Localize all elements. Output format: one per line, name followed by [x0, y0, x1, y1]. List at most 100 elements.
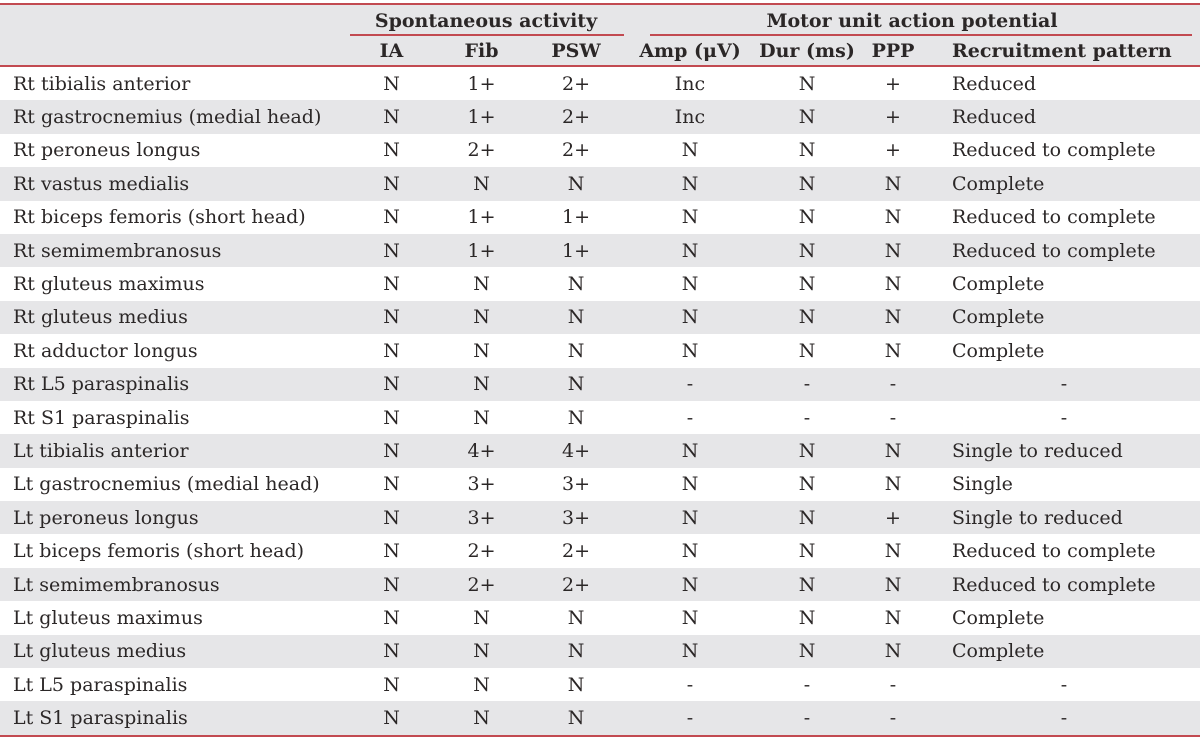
amp-value-cell: N — [624, 167, 756, 201]
fib-value-cell: N — [435, 167, 528, 201]
table-header: Spontaneous activity Motor unit action p… — [0, 5, 1200, 67]
dur-value-cell: N — [798, 273, 816, 296]
ppp-value-cell: - — [858, 701, 928, 735]
amp-value-cell: - — [686, 673, 694, 696]
fib-value-cell: N — [435, 634, 528, 669]
amp-value-cell: N — [681, 606, 699, 629]
table-row: Rt biceps femoris (short head) N 1+ 1+ N… — [0, 201, 1200, 234]
recruitment-pattern-cell: Complete — [928, 167, 1200, 201]
ppp-value-cell: N — [858, 300, 928, 335]
dur-value-cell: N — [798, 339, 816, 362]
psw-value-cell: 3+ — [528, 501, 624, 535]
muscle-name-cell: Lt gastrocnemius (medial head) — [13, 473, 320, 496]
ia-value-cell: N — [348, 233, 435, 268]
ia-value-cell: N — [348, 501, 435, 535]
fib-value-cell: 1+ — [435, 233, 528, 268]
recruitment-pattern-cell: Complete — [952, 273, 1045, 296]
psw-value-cell: N — [567, 673, 585, 696]
emg-findings-table: Spontaneous activity Motor unit action p… — [0, 3, 1200, 737]
muscle-name-cell: Rt gluteus maximus — [13, 273, 205, 296]
ppp-value-cell: N — [858, 434, 928, 468]
amp-value-cell: N — [624, 501, 756, 535]
dur-value-cell: - — [756, 367, 858, 401]
ppp-value-cell: N — [858, 233, 928, 268]
psw-value-cell: 3+ — [561, 473, 590, 496]
ppp-value-cell: - — [889, 673, 897, 696]
group-header-row: Spontaneous activity Motor unit action p… — [0, 5, 1200, 36]
fib-value-cell: 3+ — [467, 473, 496, 496]
table-row: Rt gluteus maximus N N N N N N Complete — [0, 267, 1200, 300]
fib-value-cell: N — [435, 701, 528, 735]
recruitment-pattern-cell: Reduced to complete — [928, 567, 1200, 602]
recruitment-pattern-cell: Single to reduced — [928, 434, 1200, 468]
amp-value-cell: N — [681, 473, 699, 496]
ppp-value-cell: N — [858, 634, 928, 669]
amp-value-cell: N — [624, 434, 756, 468]
ppp-value-cell: N — [858, 167, 928, 201]
amp-value-cell: N — [681, 339, 699, 362]
muscle-column-header — [0, 36, 348, 67]
amp-value-cell: N — [681, 206, 699, 229]
amp-value-cell: Inc — [624, 100, 756, 134]
table-body: Rt tibialis anterior N 1+ 2+ Inc N + Red… — [0, 67, 1200, 735]
muscle-name-cell: Lt S1 paraspinalis — [0, 701, 348, 735]
fib-value-cell: N — [473, 406, 490, 429]
recruitment-pattern-cell: Complete — [928, 634, 1200, 669]
fib-value-cell: 1+ — [435, 100, 528, 134]
muscle-name-cell: Rt semimembranosus — [0, 233, 348, 268]
table-row: Rt adductor longus N N N N N N Complete — [0, 334, 1200, 367]
dur-value-cell: - — [803, 673, 811, 696]
ia-value-cell: N — [348, 167, 435, 201]
psw-value-cell: N — [528, 634, 624, 669]
dur-value-cell: N — [798, 540, 816, 563]
ppp-value-cell: N — [884, 606, 902, 629]
psw-value-cell: 2+ — [561, 72, 590, 95]
muscle-name-cell: Lt L5 paraspinalis — [13, 673, 188, 696]
dur-value-cell: - — [756, 701, 858, 735]
table-row: Rt tibialis anterior N 1+ 2+ Inc N + Red… — [0, 67, 1200, 100]
fib-value-cell: N — [473, 339, 490, 362]
fib-value-cell: 2+ — [435, 567, 528, 602]
recruitment-pattern-cell: Complete — [952, 606, 1045, 629]
amp-value-cell: N — [624, 567, 756, 602]
ppp-value-cell: N — [858, 567, 928, 602]
amp-value-cell: - — [686, 406, 694, 429]
ppp-value-cell: + — [885, 72, 901, 95]
amp-value-cell: N — [624, 634, 756, 669]
table-row: Rt gluteus medius N N N N N N Complete — [0, 300, 1200, 335]
psw-value-cell: 2+ — [528, 100, 624, 134]
table-row: Rt vastus medialis N N N N N N Complete — [0, 167, 1200, 201]
table-row: Lt gluteus medius N N N N N N Complete — [0, 634, 1200, 669]
ppp-value-cell: + — [885, 139, 901, 162]
recruitment-pattern-cell: - — [928, 367, 1200, 401]
table-row: Lt S1 paraspinalis N N N - - - - — [0, 701, 1200, 735]
amp-value-cell: N — [681, 273, 699, 296]
ia-value-cell: N — [348, 434, 435, 468]
fib-value-cell: N — [435, 367, 528, 401]
amp-value-cell: N — [624, 233, 756, 268]
dur-value-cell: N — [798, 139, 816, 162]
dur-value-cell: N — [798, 206, 816, 229]
amp-value-cell: Inc — [674, 72, 706, 95]
muscle-name-cell: Rt biceps femoris (short head) — [13, 206, 306, 229]
dur-value-cell: N — [798, 606, 816, 629]
column-header-fib: Fib — [435, 36, 528, 67]
muscle-name-cell: Rt gastrocnemius (medial head) — [0, 100, 348, 134]
psw-value-cell: 2+ — [561, 540, 590, 563]
recruitment-pattern-cell: Single — [952, 473, 1013, 496]
fib-value-cell: 3+ — [435, 501, 528, 535]
table-row: Rt peroneus longus N 2+ 2+ N N + Reduced… — [0, 134, 1200, 167]
group-header-spontaneous-activity: Spontaneous activity — [348, 5, 624, 36]
ia-value-cell: N — [348, 300, 435, 335]
ppp-value-cell: N — [884, 339, 902, 362]
ppp-value-cell: N — [884, 273, 902, 296]
psw-value-cell: 2+ — [528, 567, 624, 602]
table-row: Rt S1 paraspinalis N N N - - - - — [0, 401, 1200, 434]
ia-value-cell: N — [348, 367, 435, 401]
dur-value-cell: N — [798, 473, 816, 496]
ppp-value-cell: N — [884, 540, 902, 563]
recruitment-pattern-cell: Single to reduced — [928, 501, 1200, 535]
column-header-psw: PSW — [528, 36, 624, 67]
muscle-name-cell: Lt biceps femoris (short head) — [13, 540, 305, 563]
